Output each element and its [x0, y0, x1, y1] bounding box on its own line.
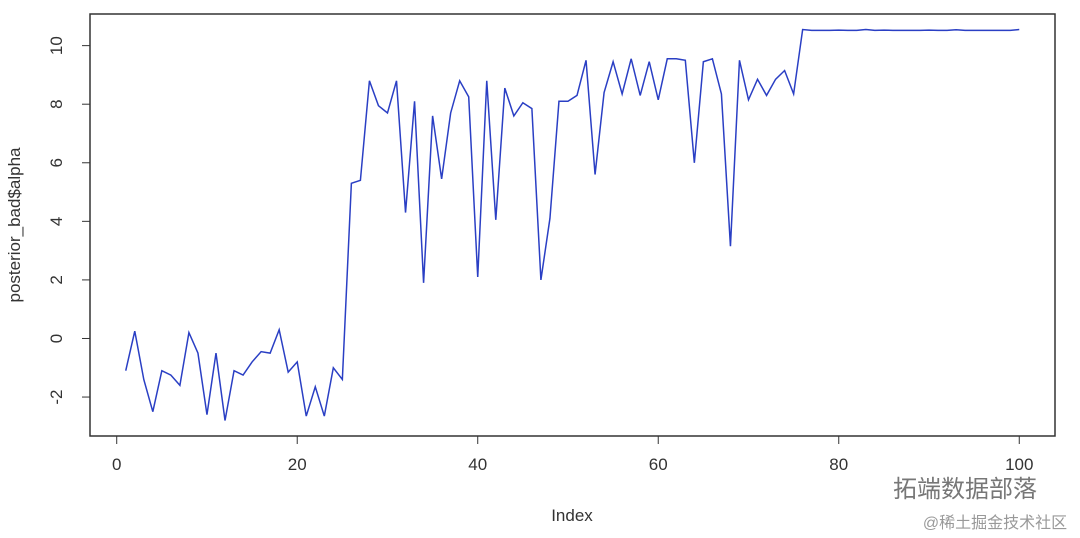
data-line — [125, 28, 1020, 421]
y-tick-label: 10 — [47, 36, 66, 55]
y-tick-label: 8 — [47, 99, 66, 108]
y-tick-label: 4 — [47, 217, 66, 226]
x-axis-label: Index — [551, 506, 593, 525]
y-axis-label: posterior_bad$alpha — [5, 147, 24, 303]
watermark: 拓端数据部落 — [893, 476, 1037, 503]
x-tick-label: 80 — [829, 455, 848, 474]
y-tick-label: -2 — [47, 389, 66, 404]
x-tick-label: 40 — [468, 455, 487, 474]
y-tick-label: 0 — [47, 334, 66, 343]
x-tick-label: 60 — [649, 455, 668, 474]
y-tick-label: 2 — [47, 275, 66, 284]
x-tick-label: 20 — [288, 455, 307, 474]
watermark: @稀土掘金技术社区 — [923, 514, 1067, 532]
y-tick-label: 6 — [47, 158, 66, 167]
plot-box — [89, 13, 1056, 437]
x-tick-label: 0 — [112, 455, 121, 474]
x-tick-label: 100 — [1005, 455, 1033, 474]
